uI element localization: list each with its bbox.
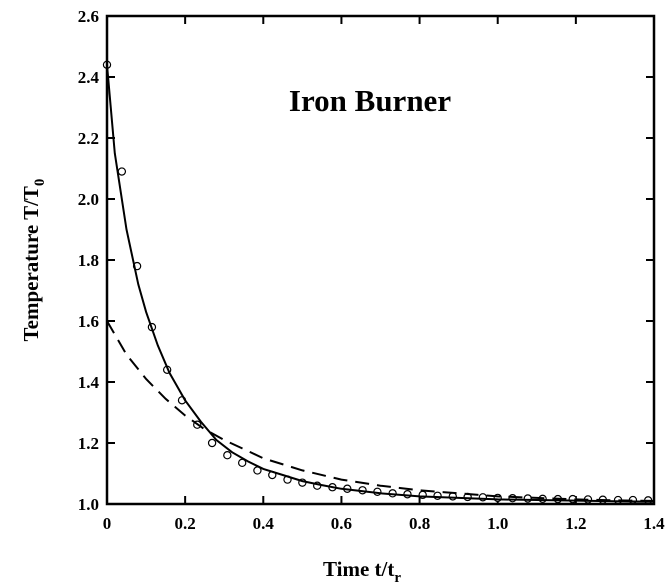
- x-tick-label: 1.0: [487, 514, 508, 533]
- y-tick-label: 2.6: [78, 7, 99, 26]
- y-axis-label: Temperature T/T0: [19, 179, 48, 342]
- data-point-marker: [433, 491, 442, 500]
- y-tick-label: 2.4: [78, 68, 100, 87]
- y-axis-label-main: Temperature T/T: [19, 186, 43, 341]
- x-axis-label-sub: r: [394, 570, 401, 583]
- y-tick-label: 1.2: [78, 434, 99, 453]
- data-point-marker: [223, 451, 232, 460]
- plot-frame: [105, 14, 656, 506]
- x-axis-label-main: Time t/t: [323, 557, 394, 581]
- x-tick-label: 1.2: [565, 514, 586, 533]
- x-tick-label: 0.6: [331, 514, 352, 533]
- x-tick-label: 0: [103, 514, 112, 533]
- data-point-marker: [117, 167, 127, 176]
- data-point-marker: [508, 494, 517, 503]
- dashed-series-line: [106, 320, 655, 502]
- y-axis-label-sub: 0: [32, 179, 48, 187]
- ticks-layer: 0 0.2 0.4 0.6 0.8 1.0 1.2 1.4 1.0 1.2 1.4 1.6 1.8 2.0…: [78, 7, 665, 533]
- y-tick-label: 1.4: [78, 373, 100, 392]
- x-tick-label: 0.4: [253, 514, 275, 533]
- y-tick-label: 2.2: [78, 129, 99, 148]
- data-point-marker: [523, 494, 532, 503]
- y-tick-label: 1.6: [78, 312, 99, 331]
- y-tick-label: 2.0: [78, 190, 99, 209]
- chart-title: Iron Burner: [289, 83, 451, 118]
- x-tick-label: 0.2: [175, 514, 196, 533]
- data-point-marker: [207, 438, 217, 448]
- y-tick-label: 1.8: [78, 251, 99, 270]
- x-tick-label: 0.8: [409, 514, 430, 533]
- x-axis-label: Time t/tr: [323, 557, 401, 583]
- series-markers: [102, 60, 653, 505]
- solid-series-line: [106, 64, 655, 503]
- y-tick-label: 1.0: [78, 495, 99, 514]
- series-layer: [102, 60, 655, 505]
- x-tick-label: 1.4: [643, 514, 665, 533]
